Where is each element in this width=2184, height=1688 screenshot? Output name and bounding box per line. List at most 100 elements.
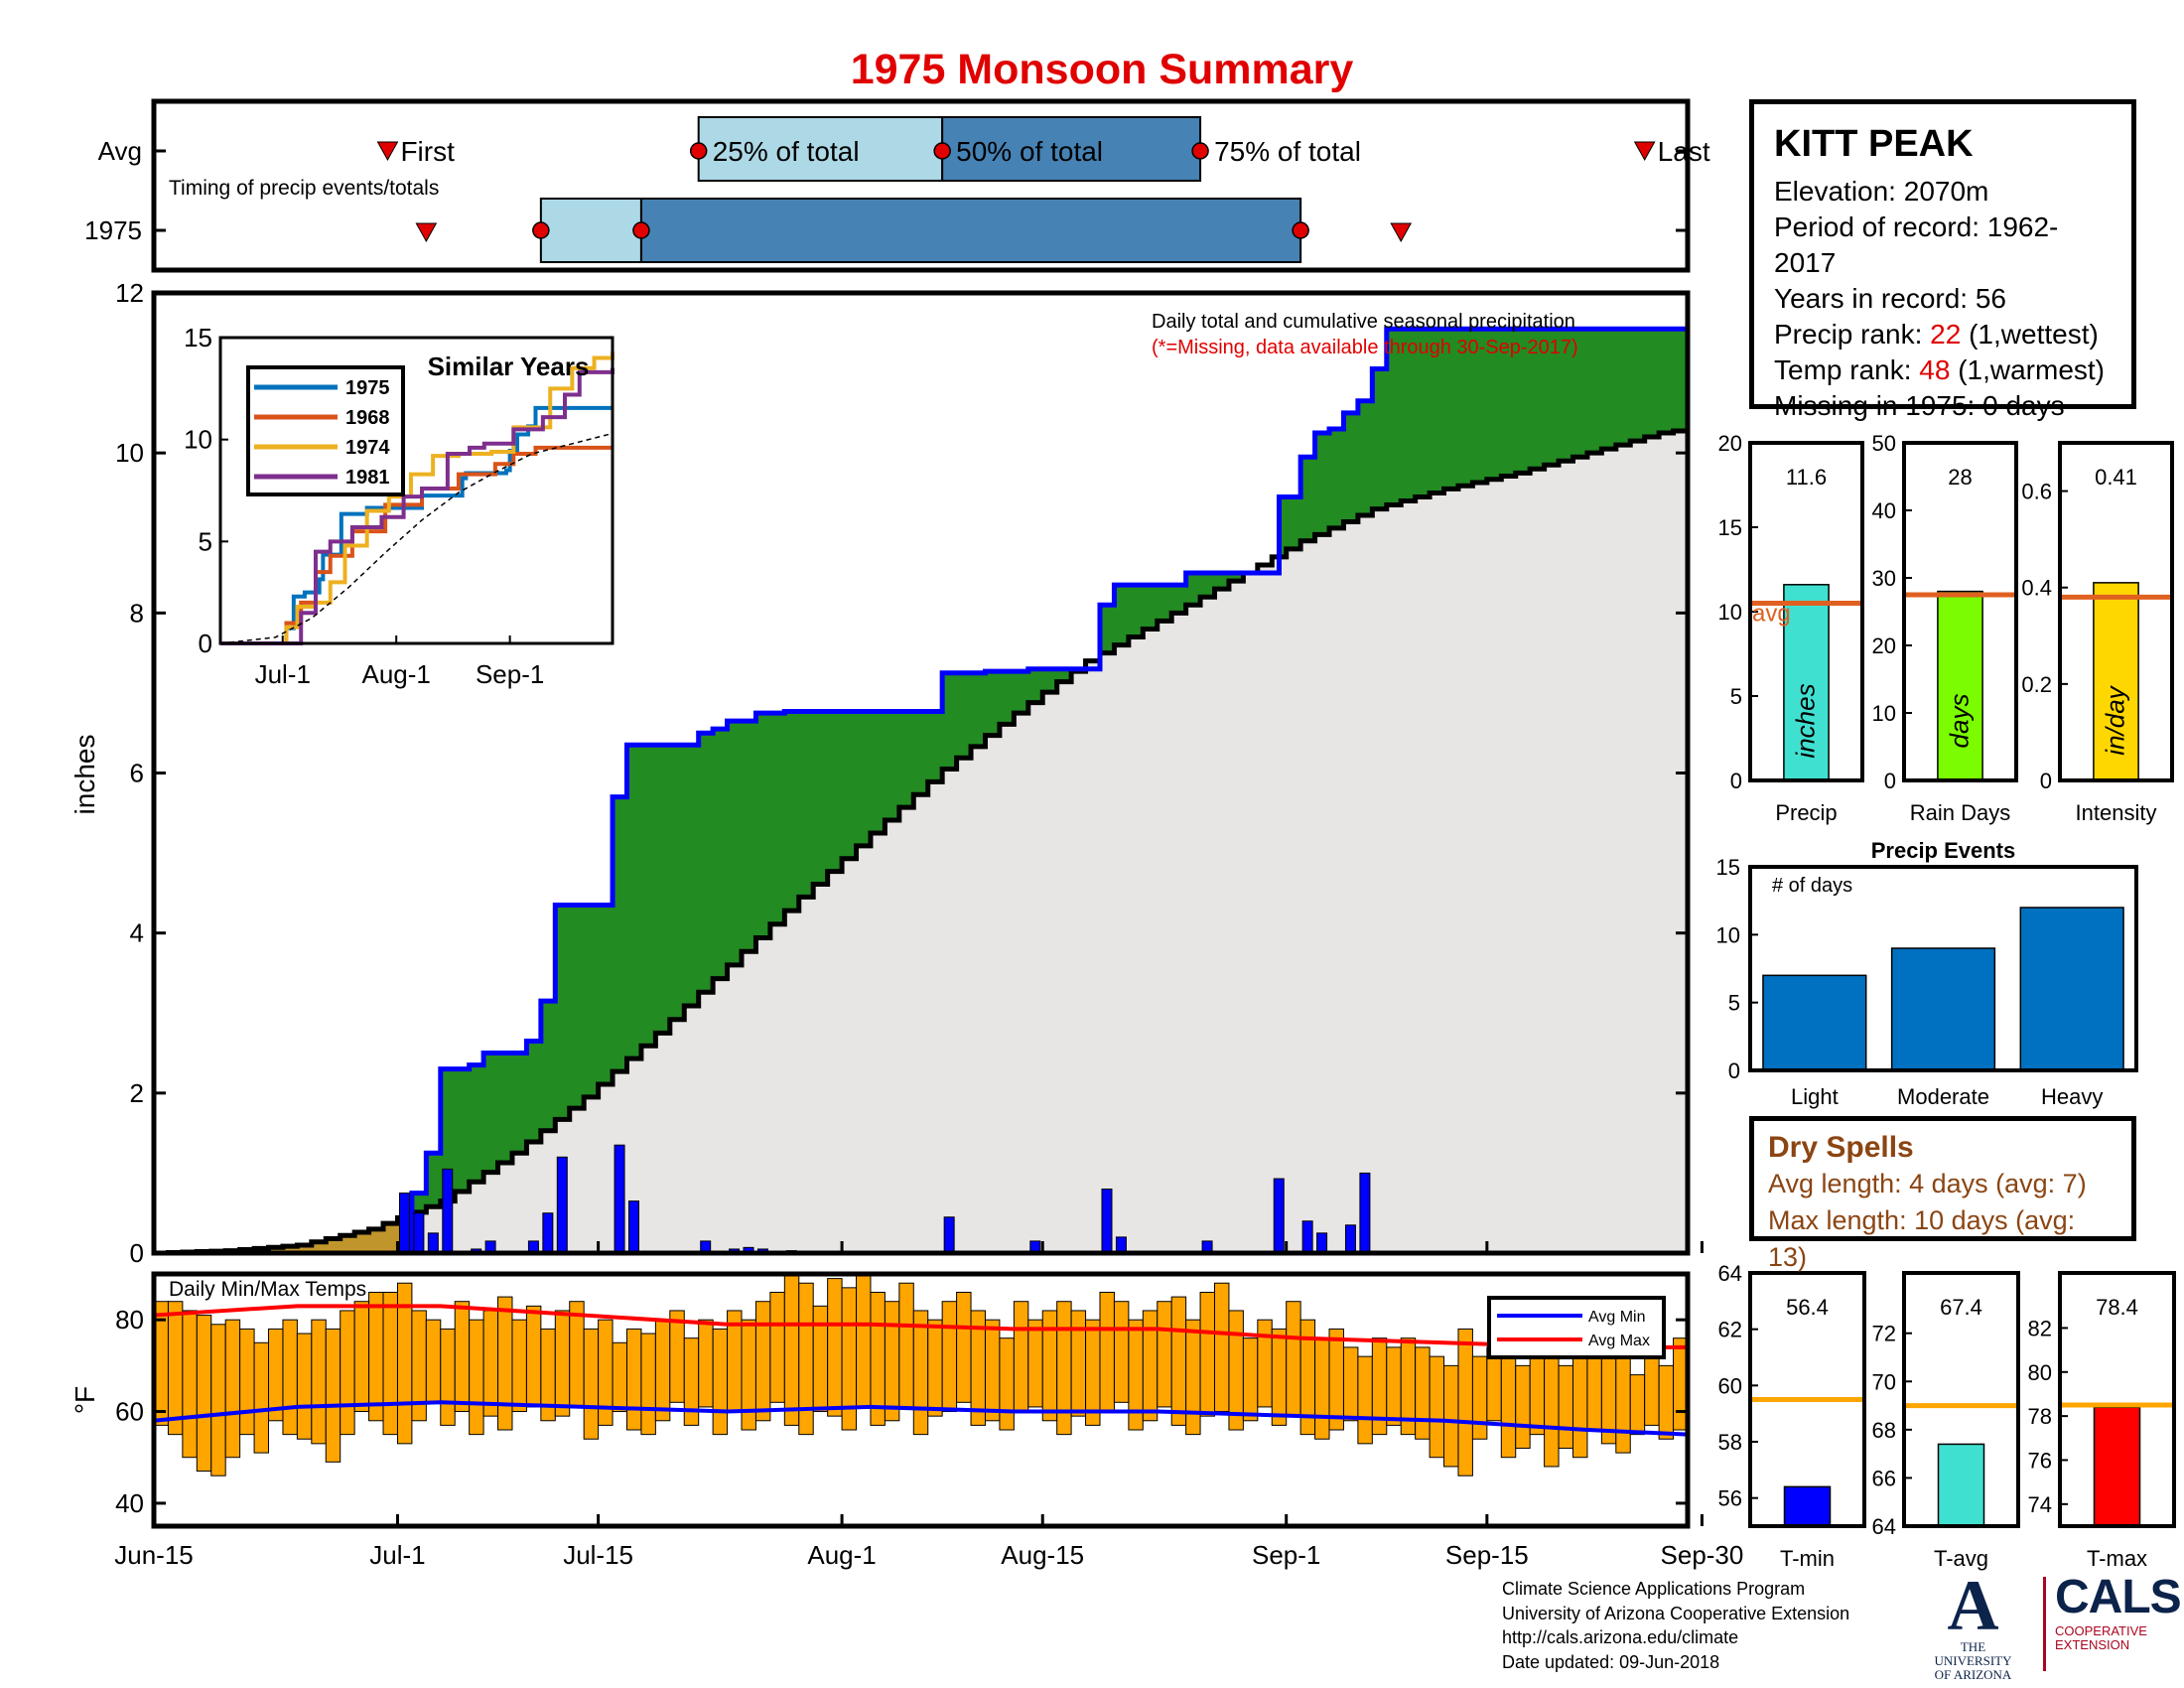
temp-range-bar	[1286, 1301, 1301, 1417]
avg-timing-bar-25-50	[697, 116, 944, 182]
temp-range-bar	[525, 1305, 542, 1408]
inset-y-tick-label: 15	[184, 323, 212, 352]
cals-logo-line-1: COOPERATIVE	[2055, 1623, 2147, 1638]
x-tick-label: Aug-15	[1001, 1540, 1084, 1570]
temp-range-bar	[1615, 1355, 1631, 1454]
avg-last-label: Last	[1658, 136, 1710, 167]
similar-year-line	[220, 405, 613, 645]
temp-range-bar	[311, 1319, 327, 1445]
stat-y-tick-label: 64	[1718, 1261, 1742, 1286]
inset-legend-label: 1974	[345, 437, 390, 459]
temp-range-bar	[1328, 1328, 1344, 1431]
stat-y-tick-label: 50	[1872, 431, 1896, 456]
stat-name-label: T-avg	[1934, 1546, 1988, 1571]
temp-range-bar	[554, 1310, 571, 1417]
stat-bar	[1937, 1443, 1985, 1527]
daily-precip-bar	[413, 1212, 425, 1254]
university-of-arizona-logo: A THE UNIVERSITY OF ARIZONA	[1921, 1570, 2025, 1682]
temp-range-bar	[224, 1319, 241, 1459]
temp-range-bar	[1515, 1364, 1531, 1449]
stat-y-tick-label: 82	[2028, 1316, 2052, 1340]
temp-range-bar	[654, 1319, 671, 1422]
temp-legend-max-label: Avg Max	[1588, 1333, 1650, 1349]
stat-y-tick-label: 0	[2040, 769, 2052, 793]
x-tick-label: Sep-1	[1252, 1540, 1320, 1570]
stat-y-tick-label: 78	[2028, 1404, 2052, 1429]
footer-line-1: Climate Science Applications Program	[1502, 1579, 1806, 1599]
footer-line-4: Date updated: 09-Jun-2018	[1502, 1651, 1720, 1672]
precip-event-bar	[1762, 974, 1867, 1071]
daily-precip-bar	[1273, 1178, 1285, 1254]
temp-range-bar	[210, 1324, 226, 1477]
temp-range-bar	[239, 1328, 255, 1436]
temp-range-bar	[440, 1328, 456, 1426]
daily-precip-bar	[556, 1156, 568, 1254]
stat-panel-frame	[2058, 441, 2174, 782]
year-25pct-marker	[532, 221, 550, 239]
stat-avg-text: avg	[1752, 601, 1791, 628]
station-years: Years in record: 56	[1774, 283, 2006, 314]
temp-range-bar	[999, 1337, 1015, 1431]
cals-logo-line-2: EXTENSION	[2055, 1637, 2130, 1652]
temp-range-bar	[1185, 1319, 1201, 1436]
temp-range-bar	[1257, 1319, 1273, 1408]
temp-range-bar	[340, 1310, 355, 1436]
avg-50pct-marker	[933, 142, 951, 160]
temp-range-bar	[497, 1296, 513, 1431]
daily-precip-bar	[627, 1200, 639, 1254]
precip-events-frame	[1748, 865, 2138, 1072]
temp-legend-min-label: Avg Min	[1588, 1309, 1646, 1326]
temp-range-bar	[1415, 1346, 1431, 1440]
temp-range-bar	[827, 1278, 843, 1417]
temp-range-bar	[625, 1328, 642, 1431]
y-tick-label: 6	[130, 759, 144, 788]
precip-rank: Precip rank: 22 (1,wettest)	[1774, 317, 2112, 352]
stat-value-label: 78.4	[2096, 1295, 2138, 1320]
stat-panel-frame	[2058, 1271, 2176, 1528]
stat-name-label: Rain Days	[1910, 800, 2010, 825]
missing-days: Missing in 1975: 0 days	[1774, 390, 2065, 421]
temp-range-bar	[511, 1319, 527, 1413]
inset-legend	[246, 365, 405, 496]
stat-y-tick-label: 56	[1718, 1486, 1742, 1511]
stat-panel-frame	[1902, 1271, 2020, 1528]
temp-range-bar	[382, 1291, 398, 1436]
stat-name-label: Precip	[1775, 800, 1837, 825]
x-tick-label: Jul-15	[563, 1540, 633, 1570]
temp-range-bar	[1357, 1355, 1373, 1445]
inset-frame	[218, 336, 614, 645]
y-tick-label: 2	[130, 1078, 144, 1108]
y-axis-label: inches	[69, 735, 100, 815]
year-timing-bar-25-50	[539, 198, 642, 263]
stat-panel-frame	[1902, 441, 2018, 782]
x-tick-label: Sep-15	[1445, 1540, 1529, 1570]
temp-range-bar	[769, 1291, 785, 1403]
stat-y-tick-label: 0	[1884, 769, 1896, 793]
inset-y-tick-label: 0	[199, 629, 212, 658]
stat-y-tick-label: 20	[1872, 633, 1896, 658]
temp-range-bar	[425, 1319, 442, 1403]
inset-legend-label: 1975	[345, 377, 390, 399]
station-period: Period of record: 1962-2017	[1774, 211, 2059, 278]
stat-value-label: 56.4	[1786, 1295, 1829, 1320]
stat-unit-label: inches	[1791, 683, 1821, 758]
timing-row-label: Avg	[98, 136, 142, 166]
stat-name-label: T-min	[1780, 1546, 1835, 1571]
temp-range-bar	[698, 1319, 714, 1408]
temp-range-bar	[1199, 1291, 1216, 1417]
similar-year-line	[220, 367, 614, 645]
avg-50pct-label: 50% of total	[956, 136, 1103, 167]
stat-y-tick-label: 70	[1872, 1369, 1896, 1394]
temp-range-bar	[956, 1291, 972, 1403]
inset-legend-label: 1981	[345, 467, 390, 489]
temp-range-bar	[1457, 1328, 1473, 1477]
temp-rank: Temp rank: 48 (1,warmest)	[1774, 352, 2112, 388]
temp-range-bar	[898, 1282, 914, 1408]
inset-y-tick-label: 10	[184, 425, 212, 455]
stat-y-tick-label: 0.4	[2021, 576, 2052, 601]
temp-range-bar	[1386, 1346, 1402, 1426]
temp-range-bar	[454, 1301, 471, 1413]
footer-credits: Climate Science Applications Program Uni…	[1502, 1577, 1849, 1674]
